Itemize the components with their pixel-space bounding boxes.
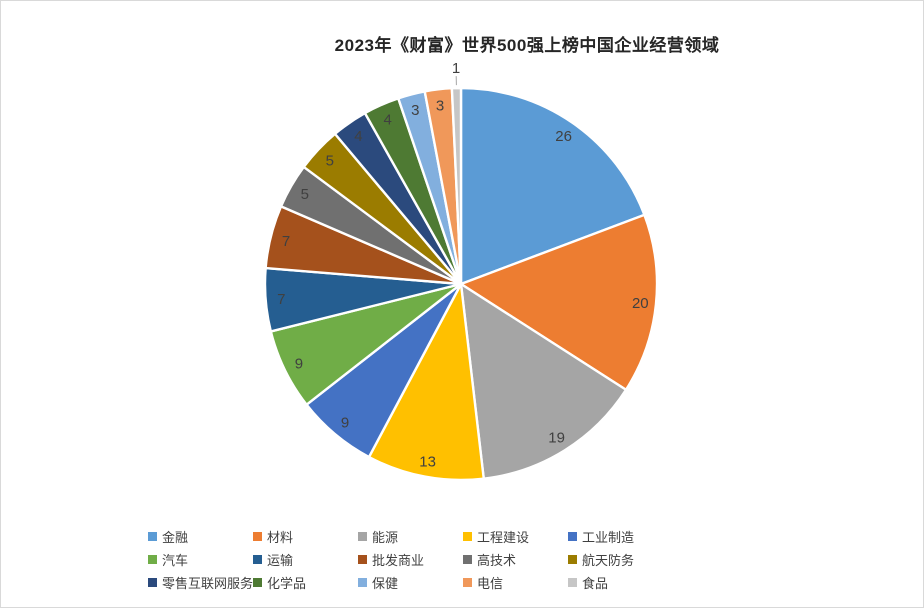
pie-slice bbox=[459, 282, 628, 480]
legend-swatch-icon bbox=[148, 578, 157, 587]
legend-label: 零售互联网服务 bbox=[162, 576, 254, 591]
legend-label: 高技术 bbox=[477, 553, 517, 568]
legend-swatch-icon bbox=[568, 532, 577, 541]
legend-label: 电信 bbox=[477, 576, 504, 591]
pie-slice-value-label: 4 bbox=[384, 112, 392, 129]
legend-swatch-icon bbox=[358, 555, 367, 564]
pie-slice-value-label: 26 bbox=[555, 128, 572, 145]
legend-label: 批发商业 bbox=[372, 553, 425, 568]
legend-item: 工程建设 bbox=[463, 527, 568, 546]
legend-label: 保健 bbox=[372, 576, 399, 591]
pie-slice bbox=[450, 86, 463, 286]
legend-row: 汽车 运输 批发商业 高技术 航天防务 bbox=[148, 548, 808, 571]
chart-title: 2023年《财富》世界500强上榜中国企业经营领域 bbox=[334, 36, 720, 55]
legend-swatch-icon bbox=[253, 555, 262, 564]
legend-item: 化学品 bbox=[253, 573, 358, 592]
legend-label: 工程建设 bbox=[477, 530, 530, 545]
legend-swatch-icon bbox=[148, 555, 157, 564]
legend-row: 金融 材料 能源 工程建设 工业制造 bbox=[148, 525, 808, 548]
legend-item: 金融 bbox=[148, 527, 253, 546]
pie-slice-value-label: 5 bbox=[326, 153, 334, 170]
legend-item: 电信 bbox=[463, 573, 568, 592]
pie-slice-value-label: 19 bbox=[548, 429, 565, 446]
legend-item: 零售互联网服务 bbox=[148, 573, 253, 592]
legend-item: 食品 bbox=[568, 573, 673, 592]
legend-swatch-icon bbox=[358, 578, 367, 587]
pie-slice-value-label: 3 bbox=[411, 102, 419, 119]
legend-item: 航天防务 bbox=[568, 550, 673, 569]
pie-slice-value-label: 3 bbox=[436, 97, 444, 114]
pie-slice bbox=[459, 86, 646, 286]
legend: 金融 材料 能源 工程建设 工业制造汽车 运输 批发商业 高技术 航天防务零售互联网服务 化学品 保… bbox=[148, 525, 808, 594]
legend-item: 高技术 bbox=[463, 550, 568, 569]
legend-label: 金融 bbox=[162, 530, 189, 545]
legend-label: 化学品 bbox=[267, 576, 307, 591]
pie-slice-value-label: 7 bbox=[277, 291, 285, 308]
legend-item: 汽车 bbox=[148, 550, 253, 569]
pie-slice-value-label: 7 bbox=[282, 233, 290, 250]
pie-slice-value-label: 4 bbox=[354, 128, 362, 145]
legend-item: 材料 bbox=[253, 527, 358, 546]
legend-label: 航天防务 bbox=[582, 553, 635, 568]
legend-swatch-icon bbox=[253, 578, 262, 587]
legend-label: 汽车 bbox=[162, 553, 189, 568]
pie-slice-value-label: 20 bbox=[632, 295, 649, 312]
legend-item: 能源 bbox=[358, 527, 463, 546]
pie-slice-value-label: 5 bbox=[301, 186, 309, 203]
legend-label: 食品 bbox=[582, 576, 609, 591]
legend-swatch-icon bbox=[358, 532, 367, 541]
pie-slice bbox=[367, 282, 485, 482]
pie-slice-value-label: 9 bbox=[341, 415, 349, 432]
legend-label: 工业制造 bbox=[582, 530, 635, 545]
legend-label: 能源 bbox=[372, 530, 399, 545]
pie-slice-value-label: 9 bbox=[295, 355, 303, 372]
legend-swatch-icon bbox=[253, 532, 262, 541]
legend-item: 批发商业 bbox=[358, 550, 463, 569]
legend-item: 运输 bbox=[253, 550, 358, 569]
pie-slice-value-label: 1 bbox=[452, 60, 460, 77]
legend-swatch-icon bbox=[463, 555, 472, 564]
legend-label: 运输 bbox=[267, 553, 294, 568]
legend-swatch-icon bbox=[568, 578, 577, 587]
legend-label: 材料 bbox=[267, 530, 294, 545]
legend-item: 工业制造 bbox=[568, 527, 673, 546]
legend-swatch-icon bbox=[148, 532, 157, 541]
pie-slice bbox=[459, 213, 659, 391]
legend-item: 保健 bbox=[358, 573, 463, 592]
legend-row: 零售互联网服务 化学品 保健 电信 食品 bbox=[148, 571, 808, 594]
legend-swatch-icon bbox=[568, 555, 577, 564]
pie-slice-value-label: 13 bbox=[419, 454, 436, 471]
legend-swatch-icon bbox=[463, 532, 472, 541]
legend-swatch-icon bbox=[463, 578, 472, 587]
